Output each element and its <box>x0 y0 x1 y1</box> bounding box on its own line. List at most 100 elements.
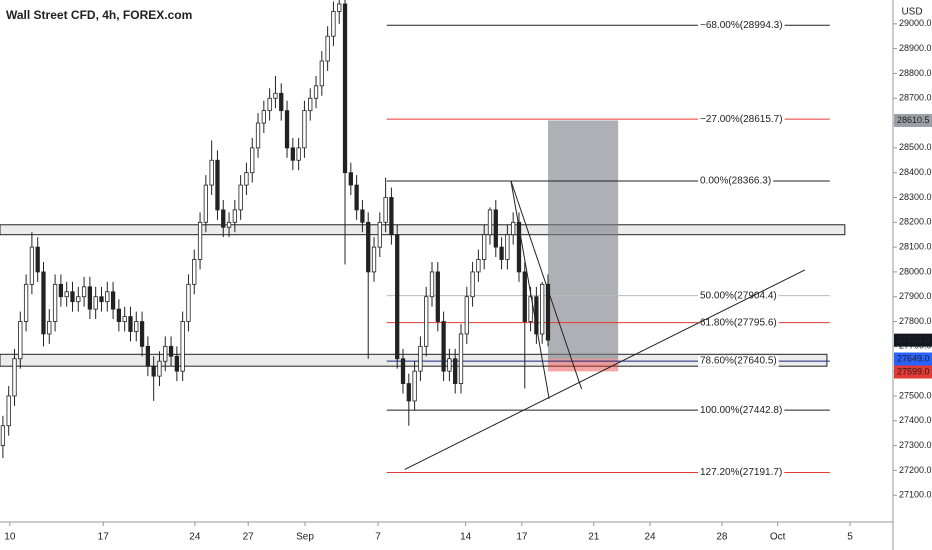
trend-line <box>510 180 583 390</box>
currency: USD <box>901 7 922 18</box>
y-tick-label: 27900.0 <box>899 291 932 301</box>
candle-body <box>290 147 295 161</box>
y-tick-label: 27800.0 <box>899 316 932 326</box>
candle-body <box>400 358 406 384</box>
candle-body <box>482 234 487 260</box>
candle-body <box>81 286 87 298</box>
price-tag-label: 27649.0 <box>897 353 930 363</box>
candle-body <box>64 291 69 298</box>
zone <box>0 224 846 236</box>
candle-body <box>418 345 423 372</box>
candle-body <box>52 283 58 322</box>
candle-body <box>412 370 417 402</box>
y-tick-label: 27300.0 <box>899 440 932 450</box>
candle-body <box>325 35 330 62</box>
y-tick-label: 28000.0 <box>899 266 932 276</box>
y-tick-label: 28300.0 <box>899 192 932 202</box>
candle-body <box>41 271 46 335</box>
candle-body <box>250 147 255 174</box>
candle-body <box>261 110 266 124</box>
candle-body <box>348 172 353 186</box>
candle-body <box>76 296 81 303</box>
candle-body <box>128 316 133 332</box>
candle-body <box>47 321 52 335</box>
candle-body <box>511 221 516 236</box>
candle-body <box>174 355 179 372</box>
candle-body <box>203 184 208 223</box>
candle-body <box>360 209 365 223</box>
candle-body <box>180 321 185 372</box>
candle-body <box>545 283 551 341</box>
fib-label-bg <box>698 355 779 367</box>
price-tag <box>894 365 932 379</box>
candle-body <box>371 246 377 273</box>
fib-label: 100.00%(27442.8) <box>700 405 782 416</box>
candle-body <box>499 246 504 260</box>
candle-body <box>458 333 464 384</box>
x-tick-label: 14 <box>460 532 472 543</box>
candle-body <box>0 425 6 446</box>
candle-body <box>186 283 191 322</box>
candle-body <box>406 383 411 402</box>
candle-body <box>429 271 435 298</box>
candle-body <box>476 259 481 273</box>
candle-body <box>18 321 23 360</box>
fib-label-bg <box>698 317 779 329</box>
x-tick-label: 24 <box>189 532 201 543</box>
x-tick-label: 17 <box>98 532 110 543</box>
y-tick-label: 28500.0 <box>899 142 932 152</box>
candle-body <box>441 321 446 372</box>
x-tick-label: 10 <box>4 532 16 543</box>
candle-body <box>238 184 243 211</box>
candle-body <box>226 221 232 228</box>
candle-body <box>487 209 493 236</box>
y-tick-label: 29000.0 <box>899 18 932 28</box>
candle-body <box>331 11 336 37</box>
candle-body <box>296 147 301 161</box>
candle-body <box>313 85 319 99</box>
candle-body <box>284 110 290 149</box>
price-tag-label: 28610.5 <box>897 115 930 125</box>
candle-body <box>389 197 394 236</box>
x-tick-label: 7 <box>375 532 381 543</box>
candle-body <box>157 360 162 377</box>
fib-label-bg <box>698 404 785 416</box>
candle-body <box>87 286 93 310</box>
y-tick-label: 28200.0 <box>899 217 932 227</box>
candle-body <box>540 283 545 335</box>
target-zone <box>547 120 619 359</box>
candle-body <box>308 97 313 112</box>
candle-body <box>383 197 388 223</box>
fib-label: 78.60%(27640.5) <box>700 356 777 367</box>
y-tick-label: 28400.0 <box>899 167 932 177</box>
candle-body <box>267 97 272 112</box>
candle-body <box>279 92 284 112</box>
candle-body <box>447 358 452 372</box>
candle-body <box>522 271 527 322</box>
candle-body <box>29 246 35 285</box>
candle-body <box>493 209 498 248</box>
candle-body <box>110 291 116 310</box>
fib-label: 61.80%(27795.6) <box>700 317 777 328</box>
candle-body <box>93 296 98 310</box>
fib-label-bg <box>698 113 785 125</box>
candle-body <box>424 296 429 347</box>
price-tag-label: 27725.0 <box>897 335 930 345</box>
fib-label: 127.20%(27191.7) <box>700 467 782 478</box>
price-tag <box>894 352 932 366</box>
y-tick-label: 27200.0 <box>899 465 932 475</box>
candle-body <box>377 221 382 248</box>
candle-body <box>35 246 40 273</box>
x-tick-label: 17 <box>516 532 528 543</box>
y-tick-label: 28100.0 <box>899 241 932 251</box>
candle-body <box>464 296 469 335</box>
x-tick-label: 21 <box>588 532 600 543</box>
y-tick-label: 28800.0 <box>899 68 932 78</box>
fib-label: 50.00%(27904.4) <box>700 290 777 301</box>
candle-body <box>197 221 203 260</box>
candle-body <box>528 296 533 322</box>
candle-body <box>505 234 510 260</box>
candle-body <box>470 271 475 298</box>
fib-label-bg <box>698 175 774 187</box>
